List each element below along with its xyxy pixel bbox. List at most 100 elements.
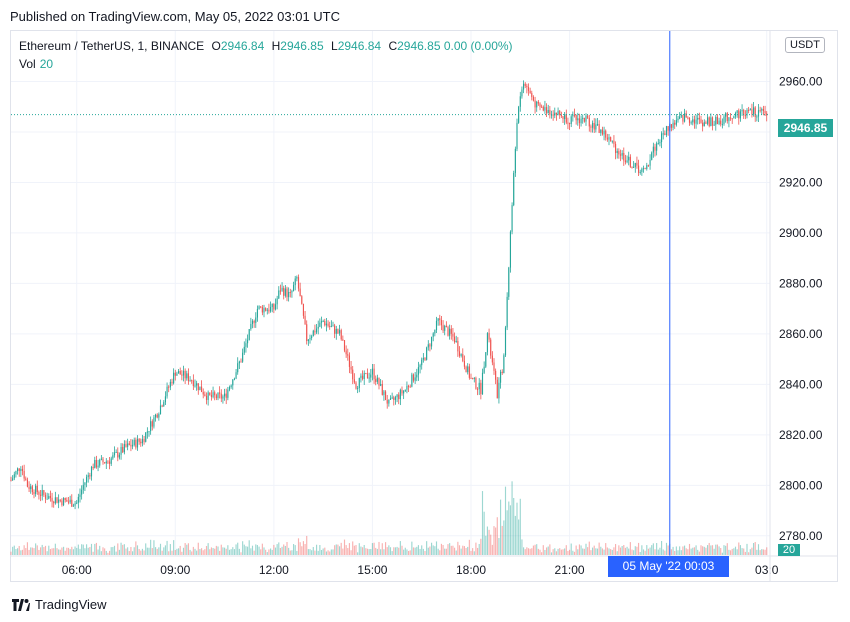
volume-bar [381,543,383,555]
candle-body [342,339,344,341]
volume-bar [391,551,393,555]
volume-bar [79,548,81,555]
candle-body [703,122,705,127]
volume-bar [107,552,109,555]
volume-bar [191,551,193,555]
last-price-label: 2946.85 [778,119,833,137]
volume-bar [312,547,314,555]
volume-bar [427,547,429,555]
candle-body [233,378,236,380]
volume-bar [166,540,168,555]
candle-body [608,137,610,140]
candle-body [749,109,751,111]
volume-bar [177,548,180,555]
chart-frame[interactable] [10,30,838,582]
candle-body [202,391,204,395]
candle-body [562,116,564,120]
candle-body [72,505,75,507]
candle-body [307,339,309,342]
candle-body [491,355,493,363]
candle-body [644,168,646,170]
volume-bar [619,547,622,555]
volume-bar [522,547,525,555]
volume-bar [716,544,719,555]
candle-body [401,389,403,394]
volume-bar [342,548,344,555]
candle-body [263,308,265,313]
volume-bar [245,546,247,555]
volume-bar [519,498,521,555]
volume-bar [28,549,30,555]
tradingview-brand[interactable]: TradingView [12,597,107,612]
volume-bar [664,550,666,555]
candle-body [89,475,91,477]
candle-body [268,309,270,312]
candle-body [54,497,56,504]
candle-body [169,381,171,388]
candle-body [544,107,546,111]
candle-body [493,362,495,371]
candle-body [36,485,38,493]
volume-bar [580,545,582,555]
volume-bar [672,546,674,555]
candle-body [698,117,700,120]
volume-bar [713,548,715,555]
volume-bar [140,550,142,555]
volume-bar [450,545,452,555]
volume-bar [462,545,464,555]
y-tick-label: 2900.00 [779,226,823,240]
candle-body [141,439,144,444]
volume-bar [21,549,24,555]
candle-body [18,468,20,471]
volume-bar [608,548,610,555]
volume-bar [345,545,347,555]
candle-body [449,328,451,336]
candle-body [256,308,259,318]
candle-body [242,352,244,362]
volume-bar [56,548,58,555]
candle-body [306,324,308,342]
candle-body [207,392,209,400]
volume-bar [120,542,122,555]
candle-body [13,474,15,479]
candle-body [361,375,364,379]
candle-body [426,347,428,360]
volume-bar [389,547,392,555]
candle-body [151,421,153,427]
volume-bar [614,544,617,555]
candle-body [274,304,277,310]
candle-body [478,382,480,390]
volume-bar [265,549,267,555]
volume-bar [127,547,129,555]
currency-button[interactable]: USDT [785,37,825,53]
candle-body [682,115,684,122]
candle-body [434,330,436,334]
volume-bar [266,552,268,555]
candle-body [107,461,109,463]
candle-body [559,110,561,115]
volume-bar [606,547,608,555]
candle-body [746,109,748,116]
volume-bar [332,549,334,555]
candle-body [130,444,132,447]
volume-bar [219,550,221,555]
volume-bar [720,547,722,555]
candle-body [383,391,385,395]
volume-bar [582,548,584,555]
candle-body [651,152,653,160]
volume-bar [759,550,761,555]
candle-body [265,308,267,311]
volume-bar [403,549,405,555]
volume-bar [141,548,144,555]
volume-bar [573,551,576,555]
volume-bar [766,547,768,555]
candle-body [51,497,53,502]
symbol-title[interactable]: Ethereum / TetherUS, 1, BINANCE [19,39,205,53]
candle-body [764,111,766,114]
candle-body [453,336,456,343]
candle-body [21,468,24,471]
volume-bar [115,551,117,555]
candle-body [495,370,497,380]
volume-bar [526,547,528,555]
